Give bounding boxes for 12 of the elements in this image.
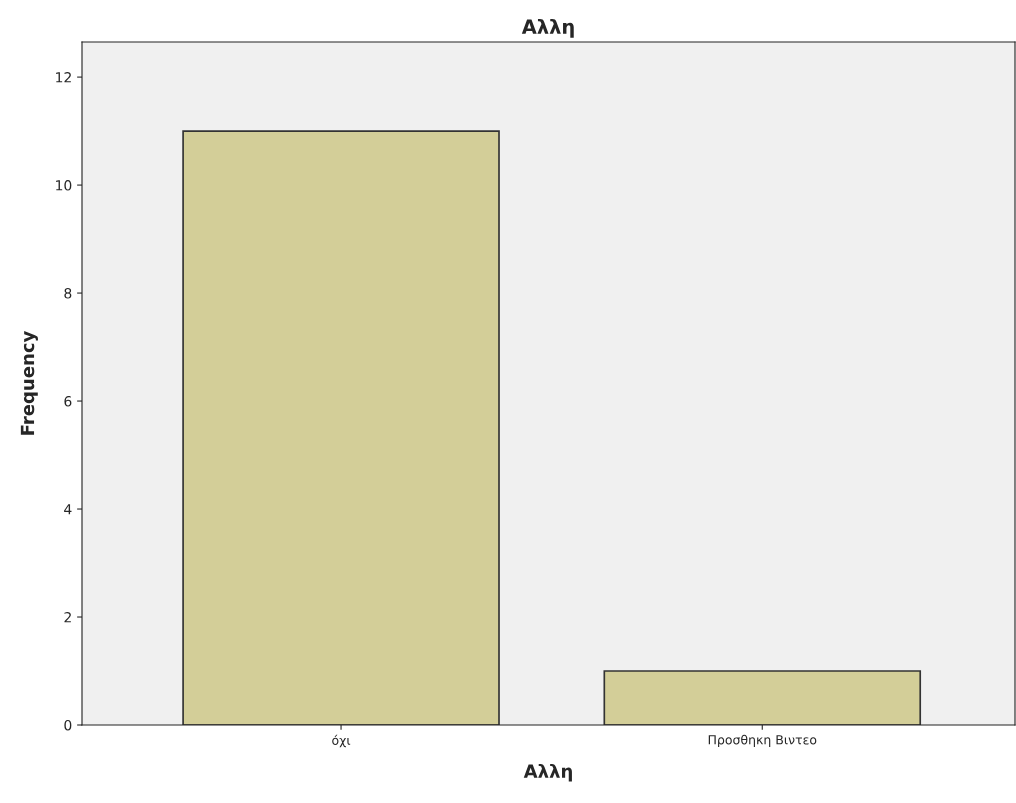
chart-title: Αλλη xyxy=(521,18,574,38)
y-tick-label: 0 xyxy=(64,719,72,731)
y-axis-title: Frequency xyxy=(20,330,38,435)
y-tick-label: 12 xyxy=(56,72,71,83)
y-tick-label: 10 xyxy=(56,180,72,191)
y-tick-label: 4 xyxy=(64,504,72,515)
y-tick-label: 2 xyxy=(64,611,71,623)
y-tick-label: 8 xyxy=(64,288,72,299)
x-tick-label: όχι xyxy=(332,734,351,748)
x-tick-label: Προσθηκη Βιντεο xyxy=(708,734,817,747)
x-axis-title: Αλλη xyxy=(523,763,572,782)
y-tick-label: 6 xyxy=(64,396,72,407)
